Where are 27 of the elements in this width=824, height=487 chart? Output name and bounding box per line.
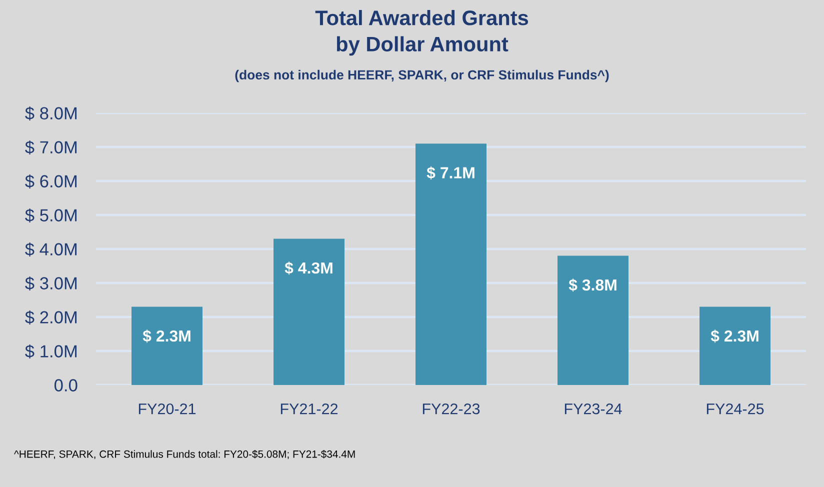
bar [700, 306, 770, 385]
x-tick-label: FY20-21 [138, 403, 196, 414]
bar [274, 238, 344, 385]
bar [132, 306, 202, 385]
data-label: $ 3.8M [568, 278, 616, 292]
text: ^HEERF, SPARK, CRF Stimulus Funds total: FY20-$5.08M; FY21-$34.4M [14, 450, 355, 460]
x-tick-label: FY23-24 [564, 403, 622, 414]
y-tick-label: $ 7.0M [25, 140, 77, 154]
data-label: $ 2.3M [710, 330, 758, 343]
bar [416, 144, 486, 385]
y-tick-label: $ 1.0M [25, 344, 77, 358]
y-tick-label: 0.0 [54, 379, 78, 392]
data-label: $ 7.1M [426, 166, 474, 180]
y-tick-label: $ 8.0M [25, 106, 77, 120]
chart-title: Total Awarded Grants by Dollar Amount [315, 10, 528, 56]
x-tick-label: FY21-22 [280, 403, 338, 414]
y-tick-label: $ 2.0M [25, 310, 77, 324]
data-label: $ 4.3M [284, 262, 332, 275]
x-tick-label: FY22-23 [422, 403, 480, 414]
y-tick-label: $ 5.0M [25, 208, 77, 222]
y-tick-label: $ 4.0M [25, 242, 77, 256]
chart-subtitle: (does not include HEERF, SPARK, or CRF Stimulus Funds^) [235, 70, 609, 82]
data-label: $ 2.3M [142, 330, 190, 343]
x-tick-label: FY24-25 [706, 403, 764, 414]
y-tick-label: $ 3.0M [25, 276, 77, 290]
y-tick-label: $ 6.0M [25, 174, 77, 188]
bar [558, 256, 628, 385]
